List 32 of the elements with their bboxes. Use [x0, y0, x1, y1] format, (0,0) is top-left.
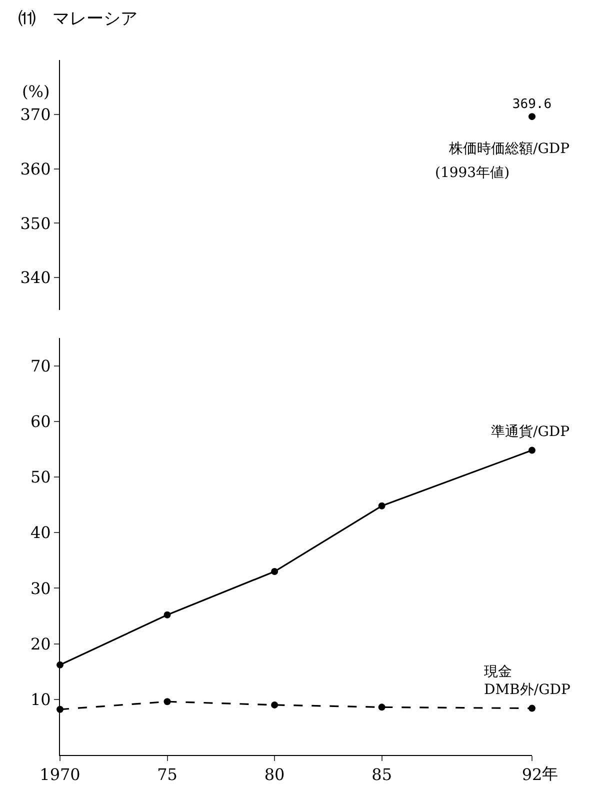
point — [528, 446, 536, 454]
series-label: 準通貨/GDP — [491, 424, 570, 440]
point — [378, 502, 386, 510]
y-tick-label: 40 — [30, 523, 51, 542]
x-tick-label: 75 — [157, 765, 178, 784]
y-tick-label: 20 — [30, 634, 51, 654]
y-tick-label: 360 — [20, 159, 51, 178]
y-tick-label: 50 — [30, 468, 51, 487]
x-axis-title: 年 — [542, 764, 558, 783]
chart-title: ⑾ マレーシア — [18, 8, 138, 29]
point — [378, 704, 386, 711]
point — [164, 698, 171, 706]
x-tick-label: 1970 — [40, 765, 80, 784]
y-axis-title: (%) — [22, 82, 50, 101]
text: 株価時価総額/GDP — [448, 141, 570, 157]
point — [164, 611, 171, 618]
series-label: 現金 DMB外/GDP — [484, 664, 570, 698]
y-tick-label: 30 — [30, 578, 51, 598]
y-tick-label: 340 — [20, 268, 51, 288]
point — [271, 701, 278, 708]
point — [271, 568, 278, 576]
y-tick-label: 370 — [20, 104, 51, 124]
y-tick-label: 70 — [30, 356, 51, 376]
point — [528, 704, 536, 712]
data-label: 369.6 — [512, 96, 552, 112]
x-tick-label: 80 — [264, 765, 285, 784]
annotation: (1993年値) — [435, 165, 510, 181]
x-tick-label: 92 — [522, 765, 542, 784]
y-tick-label: 60 — [30, 412, 51, 431]
x-tick-label: 85 — [372, 765, 392, 784]
y-tick-label: 10 — [30, 690, 51, 709]
y-tick-label: 350 — [20, 214, 51, 233]
